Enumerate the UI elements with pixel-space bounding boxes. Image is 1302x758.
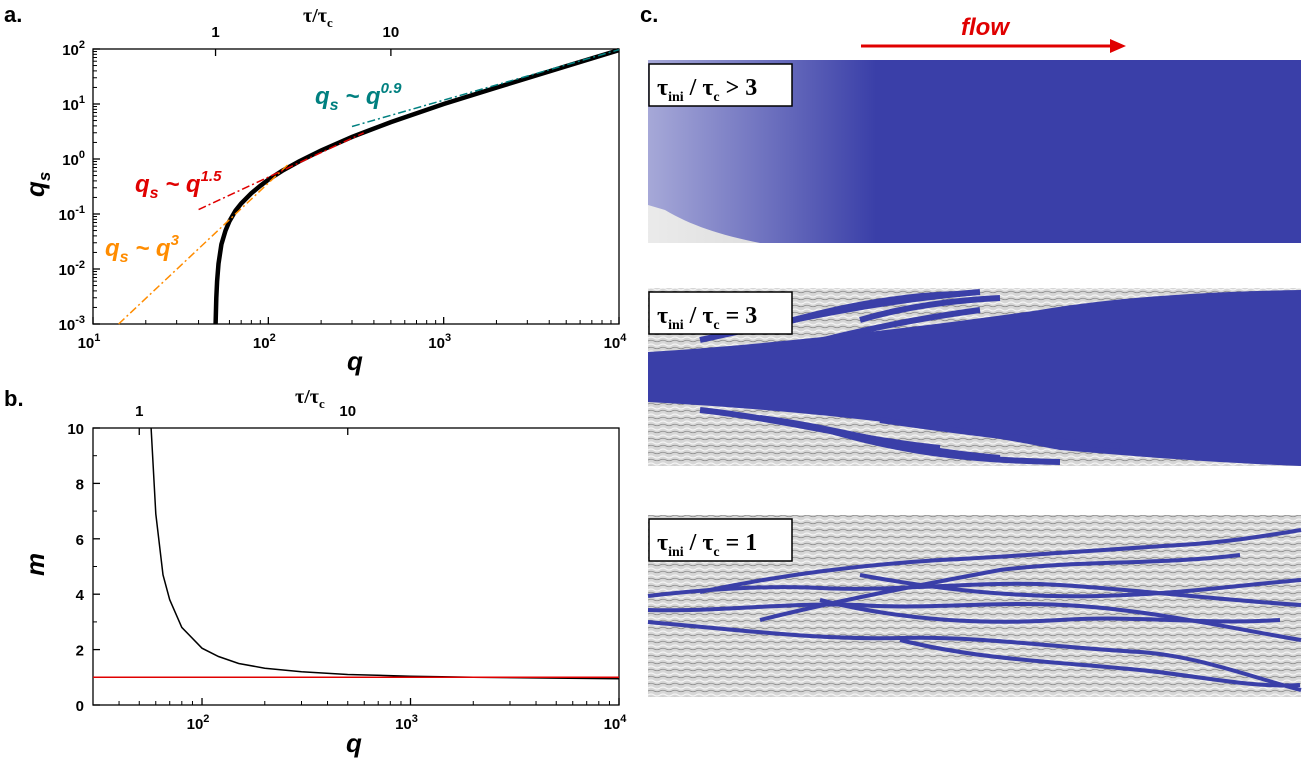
x-tick-label: 104	[604, 713, 628, 733]
simulation-panel-2: τini / τc = 3	[648, 288, 1301, 466]
panel-b-y-ticks: 0 2 4 6 8 10	[67, 421, 100, 715]
panel-a-x-label: q	[347, 346, 363, 376]
panel-a-frame	[92, 48, 620, 325]
panel-a-x-ticks: 101 102 103 104	[78, 317, 628, 352]
panel-3-label: τini / τc = 1	[657, 530, 757, 560]
panel-b-top-ticks: 1 10	[135, 403, 356, 435]
y-tick-label: 10-3	[59, 314, 85, 334]
panel-b-frame	[92, 427, 620, 706]
simulation-panel-3: τini / τc = 1	[647, 515, 1302, 697]
x-tick-label: 102	[253, 332, 276, 352]
panel-a-letter: a.	[4, 2, 22, 27]
x-tick-label: 101	[78, 332, 101, 352]
panel-a-y-label: qs	[20, 172, 54, 197]
annotation-q09: qs ~ q0.9	[315, 80, 402, 114]
x-tick-label: 102	[187, 713, 210, 733]
top-tick-label: 10	[339, 403, 356, 420]
panel-b-series	[93, 427, 620, 680]
annotation-q3: qs ~ q3	[105, 232, 180, 266]
x-tick-label: 103	[428, 332, 451, 352]
panel-a-y-ticks: 10-3 10-2 10-1 100 101 102	[59, 39, 100, 334]
power-law-fit-line	[351, 48, 620, 128]
power-law-fit-line	[118, 163, 289, 325]
simulation-panel-1: τini / τc > 3	[648, 60, 1301, 243]
top-tick-label: 1	[135, 403, 143, 420]
panel-a-series	[118, 47, 620, 325]
qs-curve	[213, 47, 620, 325]
flow-arrow	[861, 39, 1126, 53]
y-tick-label: 8	[76, 476, 84, 493]
x-tick-label: 104	[604, 332, 628, 352]
panel-2-label: τini / τc = 3	[657, 303, 757, 333]
annotation-q15: qs ~ q1.5	[135, 168, 222, 202]
panel-b-x-label: q	[346, 728, 362, 758]
y-tick-label: 102	[62, 39, 85, 59]
y-tick-label: 2	[76, 643, 84, 660]
panel-3-label-box	[648, 518, 793, 562]
panel-b-letter: b.	[4, 386, 24, 411]
panel-1-label: τini / τc > 3	[657, 75, 757, 105]
panel-b-y-label: m	[20, 553, 50, 576]
panel-b: b. 0 2 4 6 8 10 102 103 104 1 10 τ/τc q m	[4, 386, 627, 758]
y-tick-label: 10	[67, 421, 84, 438]
top-tick-label: 10	[383, 24, 400, 41]
y-tick-label: 10-2	[59, 259, 85, 279]
power-law-fit-line	[198, 132, 365, 211]
panel-2-label-box	[648, 291, 793, 335]
panel-a-top-ticks: 1 10	[211, 24, 399, 56]
panel-a-top-axis-label: τ/τc	[303, 5, 333, 30]
top-tick-label: 1	[211, 24, 219, 41]
y-tick-label: 0	[76, 698, 84, 715]
y-tick-label: 100	[62, 149, 85, 169]
panel-1-label-box	[648, 63, 793, 107]
m-curve	[150, 427, 620, 680]
y-tick-label: 101	[62, 94, 85, 114]
panel-c-letter: c.	[640, 2, 658, 27]
x-tick-label: 103	[395, 713, 418, 733]
panel-b-top-axis-label: τ/τc	[295, 386, 325, 411]
flow-label: flow	[961, 14, 1010, 41]
panel-b-x-ticks: 102 103 104	[92, 698, 628, 733]
y-tick-label: 6	[76, 532, 84, 549]
y-tick-label: 10-1	[59, 204, 85, 224]
y-tick-label: 4	[76, 587, 85, 604]
panel-c: c. flow τini / τc > 3	[640, 2, 1302, 697]
